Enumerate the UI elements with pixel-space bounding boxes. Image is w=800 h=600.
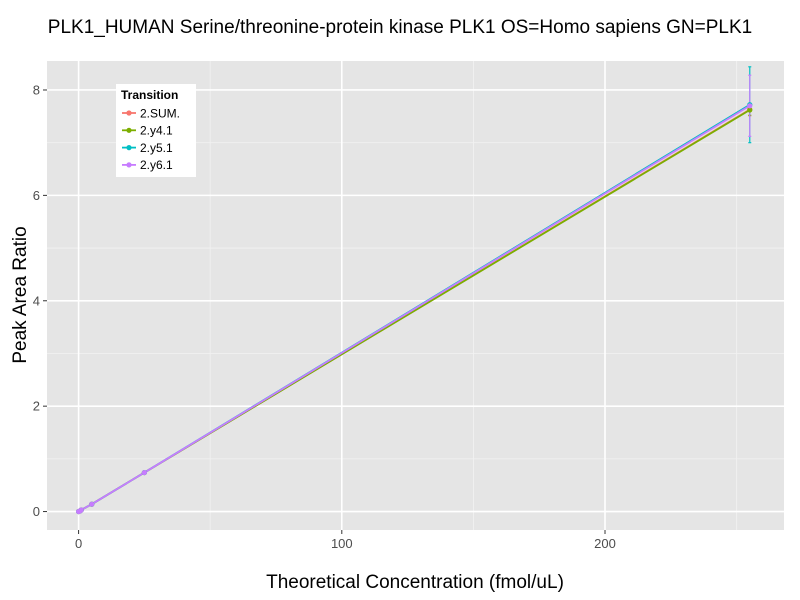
grid-major — [47, 61, 784, 530]
y-tick-label: 0 — [33, 504, 40, 519]
x-axis-title: Theoretical Concentration (fmol/uL) — [266, 572, 564, 593]
y-axis: 0 2 4 6 8 — [33, 82, 47, 519]
legend-key-point — [126, 145, 132, 151]
legend-title: Transition — [121, 88, 178, 102]
y-tick-label: 2 — [33, 399, 40, 414]
legend: Transition 2.SUM. 2.y4.1 2.y5.1 2.y6.1 — [116, 84, 196, 177]
legend-items: 2.SUM. 2.y4.1 2.y5.1 2.y6.1 — [122, 106, 180, 172]
grid-minor — [47, 61, 784, 530]
x-tick-label: 100 — [331, 536, 353, 551]
y-axis-title: Peak Area Ratio — [10, 226, 31, 363]
data-point — [747, 103, 753, 109]
x-tick-label: 0 — [75, 536, 82, 551]
legend-label: 2.SUM. — [140, 106, 180, 120]
legend-label: 2.y4.1 — [140, 124, 173, 138]
data-points — [75, 102, 753, 515]
x-axis: 0 100 200 — [75, 530, 616, 551]
data-point — [141, 469, 147, 476]
data-point — [89, 501, 95, 507]
y-tick-label: 6 — [33, 188, 40, 203]
y-tick-label: 8 — [33, 82, 40, 97]
legend-label: 2.y6.1 — [140, 158, 173, 172]
x-tick-label: 200 — [594, 536, 616, 551]
data-point — [747, 107, 753, 113]
data-point — [78, 507, 84, 513]
legend-key-point — [126, 110, 132, 116]
legend-key-point — [126, 162, 132, 168]
legend-label: 2.y5.1 — [140, 141, 173, 155]
y-tick-label: 4 — [33, 293, 40, 308]
legend-key-point — [126, 127, 132, 133]
chart-title: PLK1_HUMAN Serine/threonine-protein kina… — [48, 17, 752, 38]
